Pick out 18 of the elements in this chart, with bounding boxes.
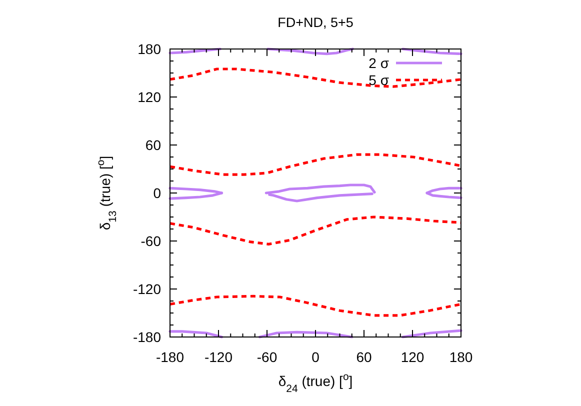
x-tick-label: -180 [156,348,184,365]
y-tick-label: 60 [145,136,162,153]
legend-label: 2 σ [368,54,390,71]
x-tick-label: 60 [356,348,372,365]
legend-label: 5 σ [368,72,390,88]
y-tick-label: -180 [132,328,162,345]
y-tick-label: -120 [132,280,162,297]
y-tick-label: 180 [138,40,162,57]
y-tick-label: -60 [140,232,162,249]
chart-title: FD+ND, 5+5 [278,15,354,30]
x-axis-title: δ$_{24}$ (true) [$^{o}$] [278,371,353,395]
x-tick-label: 120 [400,348,424,365]
y-tick-label: 120 [138,88,162,105]
x-tick-label: -60 [256,348,278,365]
x-tick-label: -120 [204,348,233,365]
x-tick-label: 0 [312,348,320,365]
x-tick-label: 180 [449,348,473,365]
y-tick-label: 0 [153,184,162,201]
